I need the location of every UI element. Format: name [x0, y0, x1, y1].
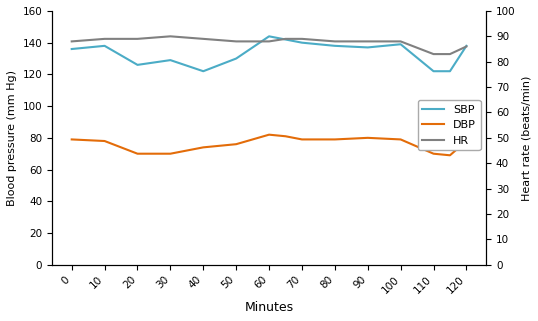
HR [282, 37, 289, 41]
DBP [101, 139, 108, 143]
HR [101, 37, 108, 41]
SBP [331, 44, 338, 48]
SBP [365, 46, 371, 49]
SBP [299, 41, 305, 45]
HR [398, 39, 404, 43]
SBP [233, 56, 239, 60]
SBP [167, 58, 174, 62]
DBP [447, 153, 453, 157]
HR [266, 39, 272, 43]
DBP [282, 134, 289, 138]
SBP [398, 42, 404, 46]
SBP [447, 69, 453, 73]
DBP [167, 152, 174, 156]
HR [331, 39, 338, 43]
SBP [200, 69, 207, 73]
X-axis label: Minutes: Minutes [244, 301, 294, 314]
DBP [134, 152, 141, 156]
SBP [463, 44, 470, 48]
DBP [68, 137, 75, 141]
DBP [331, 137, 338, 141]
SBP [101, 44, 108, 48]
DBP [299, 137, 305, 141]
SBP [68, 47, 75, 51]
DBP [463, 139, 470, 143]
Legend: SBP, DBP, HR: SBP, DBP, HR [417, 100, 480, 150]
HR [463, 45, 470, 48]
DBP [200, 145, 207, 149]
SBP [134, 63, 141, 67]
HR [68, 39, 75, 43]
DBP [398, 137, 404, 141]
DBP [365, 136, 371, 140]
Line: DBP: DBP [72, 135, 466, 155]
DBP [233, 142, 239, 146]
HR [167, 34, 174, 38]
HR [200, 37, 207, 41]
HR [365, 39, 371, 43]
Line: SBP: SBP [72, 36, 466, 71]
DBP [430, 152, 437, 156]
HR [134, 37, 141, 41]
HR [447, 52, 453, 56]
HR [233, 39, 239, 43]
HR [430, 52, 437, 56]
SBP [282, 38, 289, 41]
Y-axis label: Heart rate (beats/min): Heart rate (beats/min) [521, 75, 531, 201]
Y-axis label: Blood pressure (mm Hg): Blood pressure (mm Hg) [7, 70, 17, 206]
SBP [266, 34, 272, 38]
HR [299, 37, 305, 41]
SBP [430, 69, 437, 73]
Line: HR: HR [72, 36, 466, 54]
DBP [266, 133, 272, 137]
